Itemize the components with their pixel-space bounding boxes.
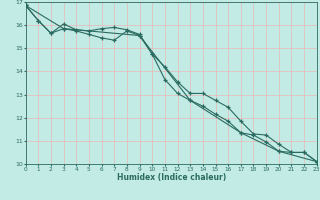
- X-axis label: Humidex (Indice chaleur): Humidex (Indice chaleur): [116, 173, 226, 182]
